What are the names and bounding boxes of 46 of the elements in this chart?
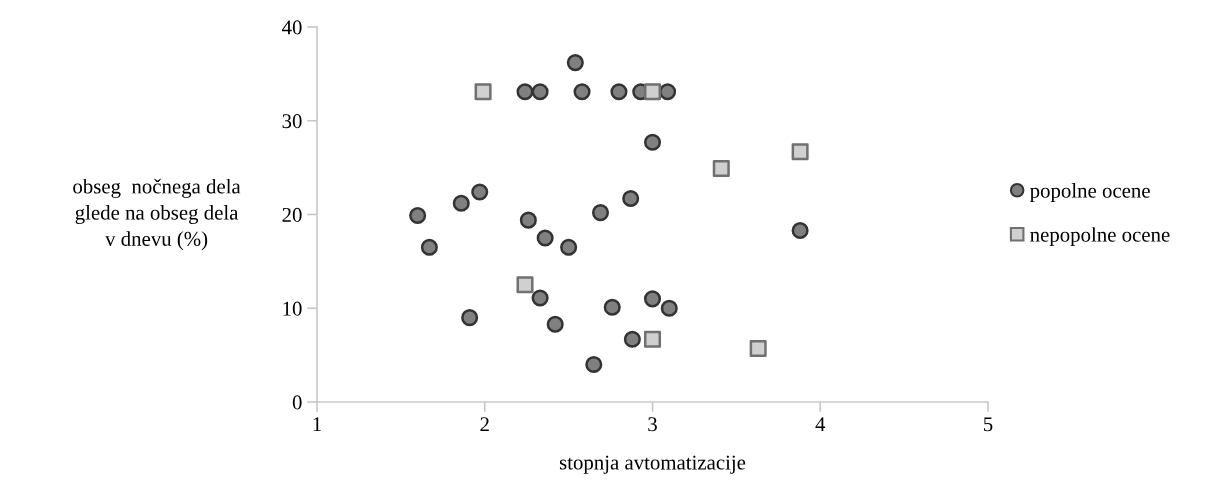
point (591, 204, 610, 222)
x-tick-label: 5 (984, 417, 993, 432)
point (643, 83, 662, 101)
y-tick-label: 40 (281, 20, 302, 35)
point (749, 340, 767, 358)
point (610, 83, 628, 101)
point (791, 143, 809, 161)
point (622, 190, 640, 208)
point (643, 330, 662, 348)
point (519, 211, 537, 229)
point (585, 355, 603, 374)
point (560, 238, 578, 256)
point (643, 290, 662, 308)
point (452, 194, 470, 212)
y-tick-label: 30 (282, 114, 302, 129)
point (660, 299, 678, 317)
point (471, 183, 489, 201)
x-tick-label: 2 (480, 417, 489, 432)
point (536, 229, 554, 247)
point (546, 315, 564, 333)
point (531, 83, 549, 101)
legend-label: popolne ocene (1030, 183, 1150, 202)
x-axis-title: stopnja avtomatizacije (559, 455, 746, 474)
point (461, 309, 479, 327)
x-tick-label: 3 (648, 417, 657, 432)
point (712, 160, 730, 178)
y-tick-label: 20 (282, 207, 302, 222)
y-tick-label: 0 (292, 395, 302, 410)
point (566, 54, 584, 72)
point (531, 289, 549, 307)
point (659, 83, 677, 101)
x-tick-label: 4 (815, 417, 826, 432)
point (643, 133, 662, 151)
legend-label: nepopolne ocene (1030, 227, 1170, 247)
point (603, 298, 621, 316)
y-tick-label: 10 (283, 301, 302, 316)
y-axis-title: obseg nočnega dela glede na obseg dela v dnevu (%) (73, 178, 241, 251)
point (516, 83, 534, 101)
point (573, 83, 591, 101)
point (474, 83, 492, 101)
point (791, 221, 809, 239)
x-tick-label: 1 (313, 417, 321, 432)
point (409, 206, 427, 224)
point (516, 276, 534, 294)
point (623, 330, 641, 348)
point (420, 238, 438, 256)
